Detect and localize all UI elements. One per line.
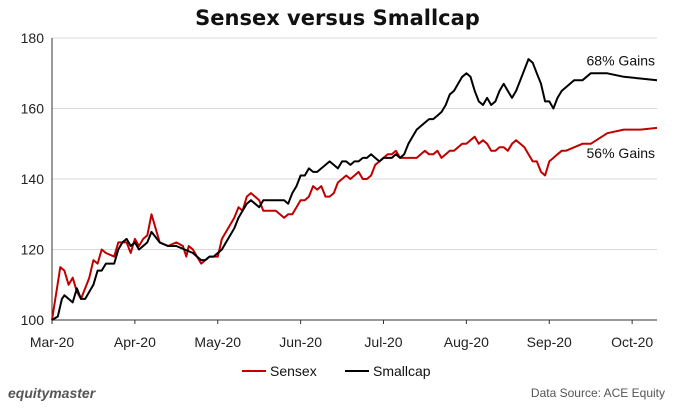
x-tick-label: Sep-20 [527, 334, 572, 350]
series-line-smallcap [51, 58, 658, 321]
y-tick-label: 120 [21, 242, 45, 258]
series-lines [51, 58, 658, 321]
x-tick-label: Jun-20 [279, 334, 322, 350]
x-tick-label: May-20 [194, 334, 241, 350]
series-line-sensex [51, 126, 658, 321]
y-tick-label: 140 [21, 171, 45, 187]
chart-title: Sensex versus Smallcap [195, 6, 480, 30]
x-tick-label: Mar-20 [30, 334, 75, 350]
y-tick-label: 160 [21, 101, 45, 117]
data-source-note: Data Source: ACE Equity [530, 386, 665, 400]
legend-label-smallcap: Smallcap [373, 363, 431, 379]
y-tick-label: 100 [21, 312, 45, 328]
x-tick-label: Aug-20 [444, 334, 489, 350]
annotation-sensex: 56% Gains [587, 145, 655, 161]
y-tick-label: 180 [21, 30, 45, 46]
x-tick-label: Jul-20 [364, 334, 402, 350]
brand-logo: equitymaster [8, 385, 96, 401]
legend-label-sensex: Sensex [270, 363, 317, 379]
annotations: 68% Gains 56% Gains [587, 52, 655, 161]
annotation-smallcap: 68% Gains [587, 52, 655, 68]
grid-lines [52, 37, 657, 250]
x-tick-label: Apr-20 [114, 334, 156, 350]
legend: Sensex Smallcap [242, 363, 431, 379]
x-tick-label: Oct-20 [611, 334, 653, 350]
axes: 100 120 140 160 180 Mar-20 Apr-20 May-20 Jun-20 J… [21, 30, 657, 350]
